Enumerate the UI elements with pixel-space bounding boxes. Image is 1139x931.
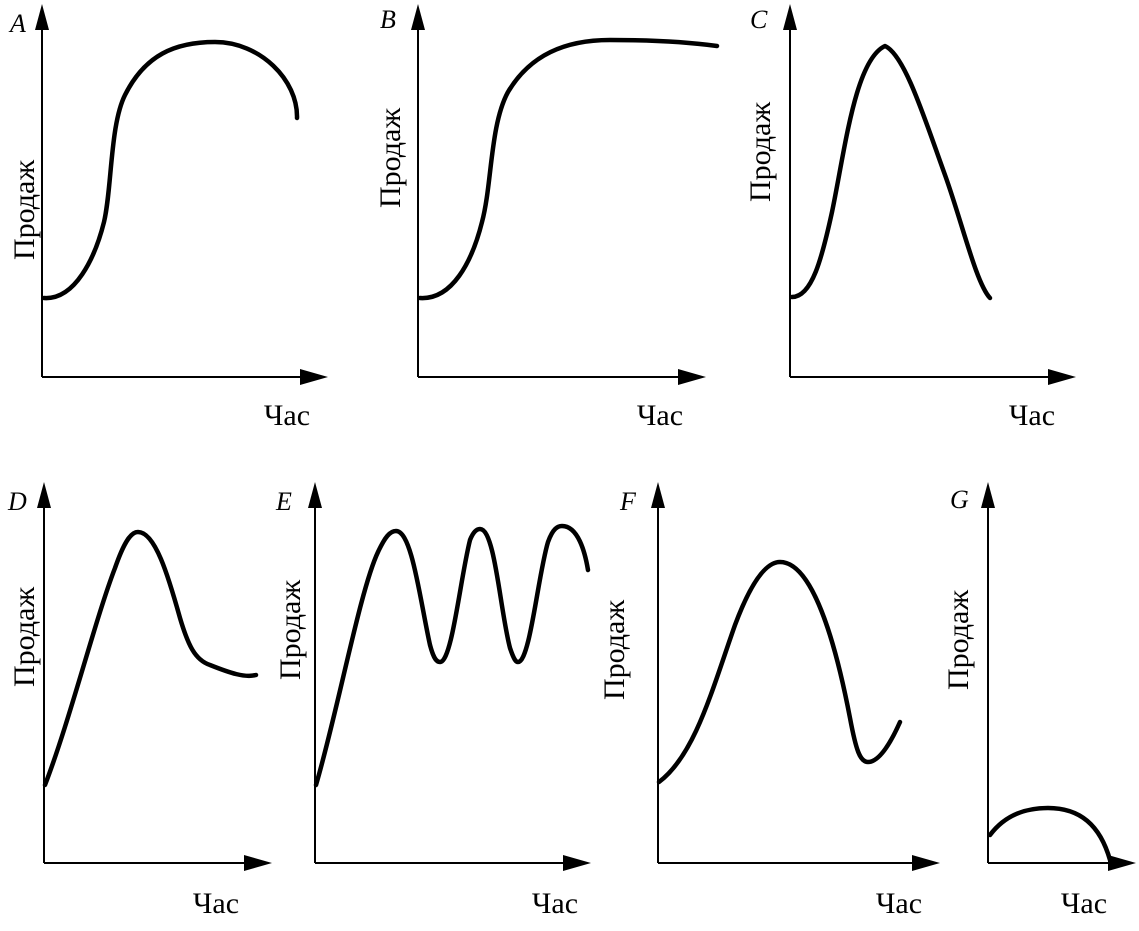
y-axis-arrow [35,4,49,30]
panel-d: D Продаж Час [7,482,272,920]
x-axis-label: Час [1061,887,1107,920]
y-axis-label: Продаж [8,587,41,687]
x-axis-label: Час [264,399,310,432]
x-axis-arrow [1048,369,1076,385]
y-axis-label: Продаж [942,590,975,690]
y-axis-label: Продаж [598,600,631,700]
y-axis-arrow [37,482,51,508]
sales-curve [987,805,1113,863]
sales-curve [313,523,591,788]
x-axis-arrow [563,855,591,871]
panel-letter: F [619,487,637,516]
x-axis-arrow [1108,855,1136,871]
y-axis-arrow [308,482,322,508]
panel-letter: A [8,9,26,38]
x-axis-label: Час [193,887,239,920]
x-axis-label: Час [637,399,683,432]
sales-curve [41,39,300,301]
x-axis-arrow [244,855,272,871]
x-axis-arrow [912,855,940,871]
panel-f: F Продаж Час [598,482,940,920]
panel-letter: C [750,5,768,34]
panel-letter: B [380,5,396,34]
x-axis-label: Час [532,887,578,920]
panel-letter: D [7,487,27,516]
y-axis-label: Продаж [274,580,307,680]
y-axis-arrow [651,482,665,508]
panel-letter: E [275,487,292,516]
sales-curve [417,37,720,301]
y-axis-label: Продаж [374,108,407,208]
panel-g: G Продаж Час [942,482,1136,920]
y-axis-arrow [411,4,425,30]
sales-curve [42,529,259,788]
x-axis-arrow [678,369,706,385]
y-axis-arrow [783,4,797,30]
x-axis-arrow [300,369,328,385]
sales-curve [656,559,903,785]
panel-a: A Продаж Час [8,4,328,432]
x-axis-label: Час [1009,399,1055,432]
panel-e: E Продаж Час [274,482,591,920]
panel-c: C Продаж Час [744,4,1076,432]
y-axis-label: Продаж [744,102,777,202]
y-axis-arrow [981,482,995,508]
y-axis-label: Продаж [8,160,41,260]
panel-b: B Продаж Час [374,4,720,432]
x-axis-label: Час [876,887,922,920]
panel-letter: G [950,485,969,514]
sales-curve [789,43,993,301]
